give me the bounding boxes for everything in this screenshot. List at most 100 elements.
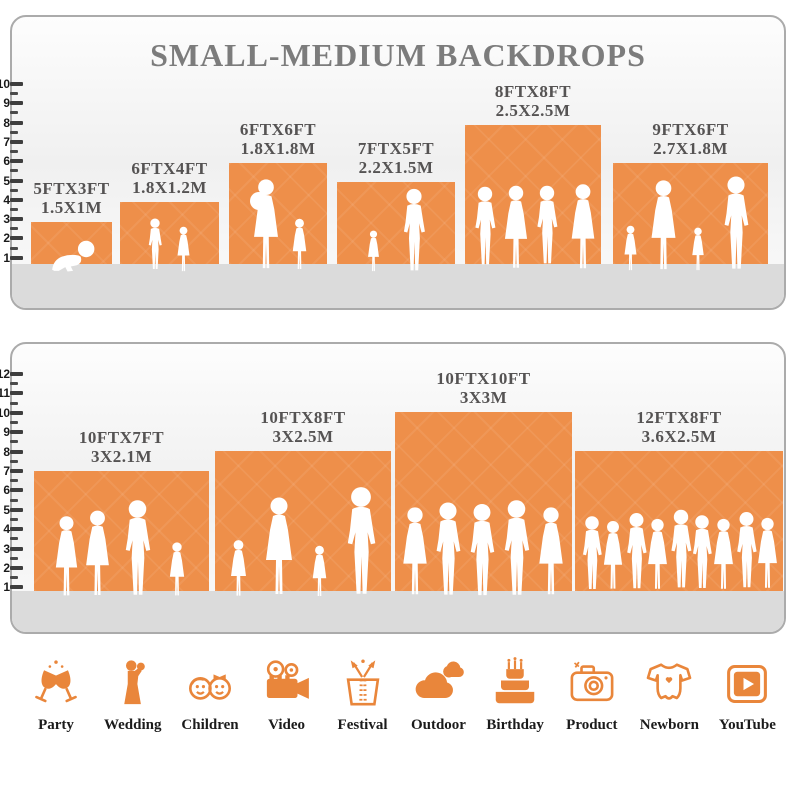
- backdrop-size-label: 10FTX7FT 3X2.1M: [79, 428, 164, 466]
- category-newborn: Newborn: [640, 656, 699, 734]
- size-meters: 1.8X1.8M: [240, 139, 316, 158]
- festival-icon: [346, 659, 379, 706]
- ruler-number: 11: [0, 386, 10, 401]
- backdrop-5ftx3ft: 5FTX3FT 1.5X1M: [31, 179, 112, 272]
- page-title: SMALL-MEDIUM BACKDROPS: [150, 37, 646, 73]
- size-feet: 10FTX10FT: [436, 369, 531, 388]
- children-icon: [189, 674, 232, 700]
- size-feet: 12FTX8FT: [636, 408, 722, 427]
- category-label: Outdoor: [410, 717, 466, 733]
- floor: [12, 591, 784, 632]
- people-silhouette: [475, 184, 595, 269]
- backdrop-size-label: 6FTX4FT 1.8X1.2M: [131, 159, 207, 197]
- backdrop-size-label: 7FTX5FT 2.2X1.5M: [358, 139, 434, 177]
- people-silhouette: [148, 218, 190, 272]
- ruler-number: 3: [3, 541, 10, 556]
- category-children: Children: [181, 656, 239, 734]
- birthday-icon: [495, 657, 535, 704]
- backdrop-size-label: 9FTX6FT 2.7X1.8M: [652, 120, 728, 158]
- ruler-number: 6: [3, 483, 10, 498]
- category-label: YouTube: [718, 717, 776, 733]
- size-meters: 2.5X2.5M: [495, 101, 571, 120]
- backdrop-10ftx8ft: 10FTX8FT 3X2.5M: [215, 408, 391, 596]
- category-festival: Festival: [335, 656, 391, 734]
- people-silhouette: [403, 500, 563, 596]
- backdrop-size-label: 5FTX3FT 1.5X1M: [33, 179, 109, 217]
- ruler-number: 1: [3, 580, 10, 595]
- category-label: Newborn: [639, 717, 699, 733]
- ruler-number: 1: [3, 250, 10, 265]
- ruler-number: 7: [3, 134, 10, 149]
- size-meters: 3X2.1M: [90, 447, 153, 466]
- ruler-number: 4: [3, 192, 10, 207]
- ruler-number: 5: [3, 173, 10, 188]
- ruler-number: 7: [3, 464, 10, 478]
- ruler-number: 9: [3, 425, 10, 440]
- people-silhouette: [55, 500, 185, 596]
- people-silhouette: [583, 509, 777, 589]
- product-icon: [570, 661, 614, 702]
- people-silhouette: [231, 487, 376, 596]
- size-feet: 7FTX5FT: [357, 139, 435, 158]
- size-meters: 2.2X1.5M: [358, 158, 434, 177]
- ruler-number: 10: [0, 405, 10, 420]
- ruler-number: 4: [3, 522, 10, 537]
- people-silhouette: [250, 179, 307, 269]
- category-label: Wedding: [103, 717, 162, 733]
- people-silhouette: [368, 188, 425, 272]
- category-outdoor: Outdoor: [410, 656, 466, 734]
- people-silhouette: [52, 240, 95, 272]
- youtube-icon: [727, 664, 768, 704]
- category-wedding: Wedding: [103, 656, 162, 734]
- category-product: Product: [564, 656, 620, 734]
- category-label: Product: [566, 717, 618, 733]
- size-feet: 6FTX4FT: [131, 159, 208, 178]
- newborn-icon: [647, 663, 692, 700]
- size-meters: 3X3M: [459, 388, 508, 407]
- category-label: Birthday: [486, 717, 544, 733]
- backdrop-9ftx6ft: 9FTX6FT 2.7X1.8M: [613, 120, 768, 271]
- outdoor-icon: [416, 661, 465, 699]
- category-birthday: Birthday: [486, 656, 544, 734]
- backdrop-6ftx4ft: 6FTX4FT 1.8X1.2M: [120, 159, 219, 272]
- size-feet: 6FTX6FT: [239, 120, 317, 139]
- ruler-number: 9: [3, 96, 10, 111]
- ruler-number: 10: [0, 77, 10, 91]
- people-silhouette: [624, 176, 749, 271]
- size-meters: 1.5X1M: [40, 198, 103, 217]
- size-meters: 3X2.5M: [272, 427, 334, 446]
- size-feet: 10FTX8FT: [260, 408, 346, 427]
- small-backdrops-panel: SMALL-MEDIUM BACKDROPS 5FTX3FT 1.5X1M 6F…: [10, 15, 786, 310]
- medium-backdrops-panel: 10FTX7FT 3X2.1M 10FTX8FT 3X2.5M 10FTX10F…: [10, 342, 786, 634]
- backdrop-6ftx6ft: 6FTX6FT 1.8X1.8M: [229, 120, 327, 269]
- size-feet: 9FTX6FT: [652, 120, 729, 139]
- backdrop-size-label: 12FTX8FT 3.6X2.5M: [636, 408, 721, 446]
- size-feet: 5FTX3FT: [33, 179, 110, 198]
- ruler-number: 8: [3, 444, 10, 459]
- ruler-number: 2: [3, 561, 10, 575]
- ruler-number: 5: [3, 502, 10, 517]
- category-youtube: YouTube: [719, 656, 776, 734]
- size-feet: 10FTX7FT: [78, 428, 165, 447]
- category-row: Party Wedding Children: [0, 656, 800, 734]
- backdrop-size-label: 10FTX10FT 3X3M: [436, 369, 530, 407]
- floor: [12, 264, 784, 308]
- ruler-number: 3: [3, 212, 10, 227]
- backdrop-size-label: 8FTX8FT 2.5X2.5M: [495, 82, 571, 120]
- category-label: Children: [181, 717, 239, 733]
- backdrop-8ftx8ft: 8FTX8FT 2.5X2.5M: [465, 82, 601, 269]
- backdrop-12ftx8ft: 12FTX8FT 3.6X2.5M: [575, 408, 783, 591]
- size-feet: 8FTX8FT: [494, 82, 572, 101]
- backdrop-10ftx10ft: 10FTX10FT 3X3M: [395, 369, 572, 596]
- size-meters: 2.7X1.8M: [653, 139, 728, 158]
- backdrop-10ftx7ft: 10FTX7FT 3X2.1M: [34, 428, 209, 596]
- category-label: Party: [38, 717, 74, 733]
- video-icon: [266, 660, 309, 699]
- ruler-number: 6: [3, 154, 10, 169]
- category-party: Party: [28, 656, 84, 734]
- wedding-icon: [123, 660, 145, 705]
- ruler-number: 12: [0, 367, 10, 381]
- ruler-number: 8: [3, 115, 10, 130]
- backdrop-size-label: 10FTX8FT 3X2.5M: [260, 408, 345, 446]
